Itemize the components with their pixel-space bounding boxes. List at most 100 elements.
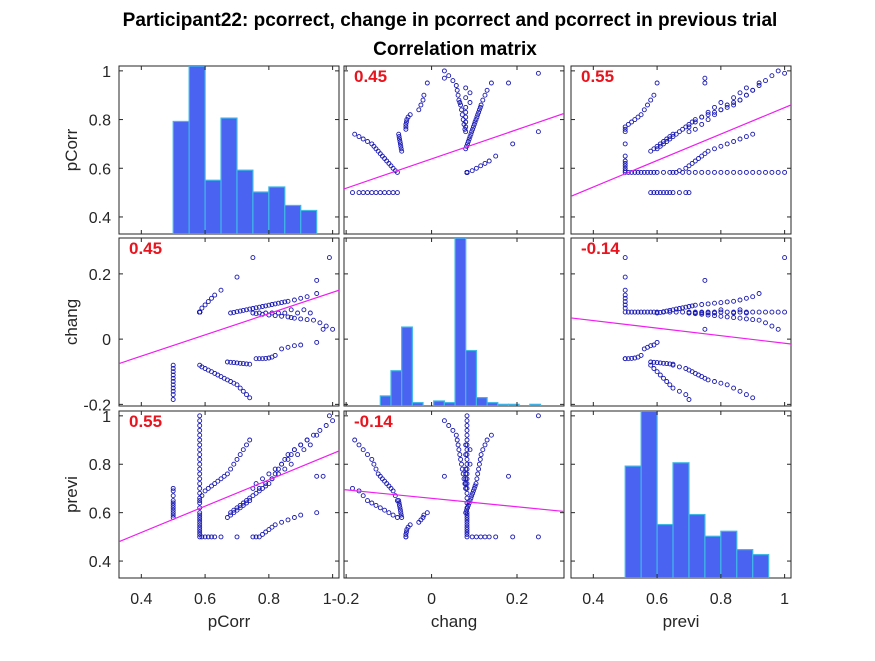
scatter-point bbox=[282, 466, 288, 472]
scatter-point bbox=[197, 476, 203, 482]
scatter-point bbox=[205, 534, 211, 540]
scatter-point bbox=[641, 309, 647, 315]
scatter-point bbox=[311, 432, 316, 438]
scatter-point bbox=[314, 473, 320, 479]
histogram-bar bbox=[411, 402, 424, 406]
scatter-point bbox=[535, 534, 541, 540]
scatter-point bbox=[212, 292, 218, 298]
scatter-point bbox=[291, 343, 297, 349]
scatter-point bbox=[648, 359, 654, 365]
scatter-point bbox=[288, 461, 294, 467]
scatter-point bbox=[307, 310, 313, 316]
scatter-point bbox=[638, 309, 644, 315]
scatter-point bbox=[464, 515, 470, 520]
chart-subtitle: Correlation matrix bbox=[373, 39, 537, 60]
scatter-point bbox=[622, 295, 628, 301]
scatter-point bbox=[712, 109, 717, 115]
scatter-point bbox=[197, 437, 203, 443]
scatter-point bbox=[664, 136, 670, 142]
scatter-point bbox=[398, 146, 404, 152]
scatter-point bbox=[199, 534, 205, 540]
fit-line bbox=[119, 289, 339, 365]
scatter-point bbox=[488, 80, 494, 86]
histogram-bar bbox=[475, 397, 488, 406]
scatter-point bbox=[632, 117, 638, 123]
histogram-bar bbox=[736, 549, 754, 578]
scatter-point bbox=[170, 505, 176, 511]
scatter-point bbox=[295, 310, 301, 316]
scatter-point bbox=[170, 388, 176, 394]
scatter-point bbox=[399, 515, 405, 520]
scatter-point bbox=[197, 527, 203, 533]
scatter-point bbox=[705, 117, 711, 123]
scatter-point bbox=[464, 427, 470, 433]
scatter-point bbox=[731, 102, 737, 108]
scatter-point bbox=[782, 255, 788, 261]
panel-content bbox=[344, 413, 564, 540]
scatter-point bbox=[664, 308, 670, 314]
scatter-point bbox=[377, 505, 383, 511]
scatter-point bbox=[446, 73, 452, 79]
scatter-point bbox=[699, 114, 705, 120]
scatter-point bbox=[275, 466, 281, 472]
scatter-point bbox=[731, 315, 737, 321]
scatter-point bbox=[466, 500, 472, 506]
scatter-point bbox=[450, 427, 456, 433]
scatter-point bbox=[756, 169, 762, 175]
histogram-bar bbox=[188, 66, 206, 234]
scatter-point bbox=[463, 114, 469, 120]
scatter-point bbox=[288, 307, 294, 313]
scatter-point bbox=[170, 397, 176, 402]
scatter-point bbox=[657, 372, 663, 378]
scatter-point bbox=[756, 291, 762, 296]
scatter-point bbox=[197, 512, 203, 518]
scatter-point bbox=[468, 495, 474, 501]
scatter-point bbox=[724, 309, 730, 315]
scatter-point bbox=[234, 456, 240, 462]
scatter-point bbox=[670, 134, 676, 140]
scatter-point bbox=[480, 447, 486, 453]
scatter-point bbox=[645, 169, 650, 175]
scatter-point bbox=[469, 493, 475, 499]
scatter-point bbox=[398, 512, 404, 518]
scatter-point bbox=[403, 529, 409, 535]
scatter-point bbox=[234, 382, 240, 388]
x-axis-label: chang bbox=[431, 612, 477, 631]
scatter-point bbox=[291, 447, 297, 453]
scatter-point bbox=[486, 158, 492, 164]
scatter-point bbox=[469, 168, 475, 174]
histogram-bar bbox=[390, 370, 403, 406]
scatter-point bbox=[673, 306, 679, 312]
scatter-point bbox=[240, 307, 246, 313]
scatter-point bbox=[651, 92, 657, 98]
scatter-point bbox=[234, 507, 240, 513]
scatter-point bbox=[667, 382, 673, 388]
scatter-point bbox=[622, 165, 628, 171]
scatter-point bbox=[692, 117, 698, 123]
scatter-point bbox=[459, 107, 464, 113]
scatter-point bbox=[197, 519, 203, 525]
scatter-point bbox=[250, 255, 256, 261]
scatter-point bbox=[482, 442, 488, 448]
scatter-point bbox=[724, 104, 730, 110]
scatter-point bbox=[450, 78, 456, 84]
scatter-point bbox=[237, 308, 243, 314]
panels-layer: 0.45 0.55 0.45 -0.14 0.55 -0.14 bbox=[118, 65, 792, 579]
scatter-point bbox=[396, 500, 402, 506]
scatter-point bbox=[197, 485, 203, 491]
scatter-point bbox=[263, 483, 269, 489]
scatter-point bbox=[464, 512, 470, 518]
scatter-point bbox=[234, 309, 240, 315]
scatter-point bbox=[170, 379, 176, 384]
scatter-point bbox=[750, 317, 756, 323]
scatter-point bbox=[197, 447, 203, 453]
scatter-point bbox=[651, 309, 657, 315]
scatter-point bbox=[464, 437, 470, 443]
scatter-point bbox=[651, 366, 657, 371]
scatter-point bbox=[285, 298, 291, 304]
scatter-point bbox=[397, 507, 403, 513]
scatter-point bbox=[234, 505, 240, 511]
scatter-point bbox=[632, 309, 638, 315]
scatter-point bbox=[535, 70, 541, 76]
scatter-point bbox=[457, 100, 463, 105]
